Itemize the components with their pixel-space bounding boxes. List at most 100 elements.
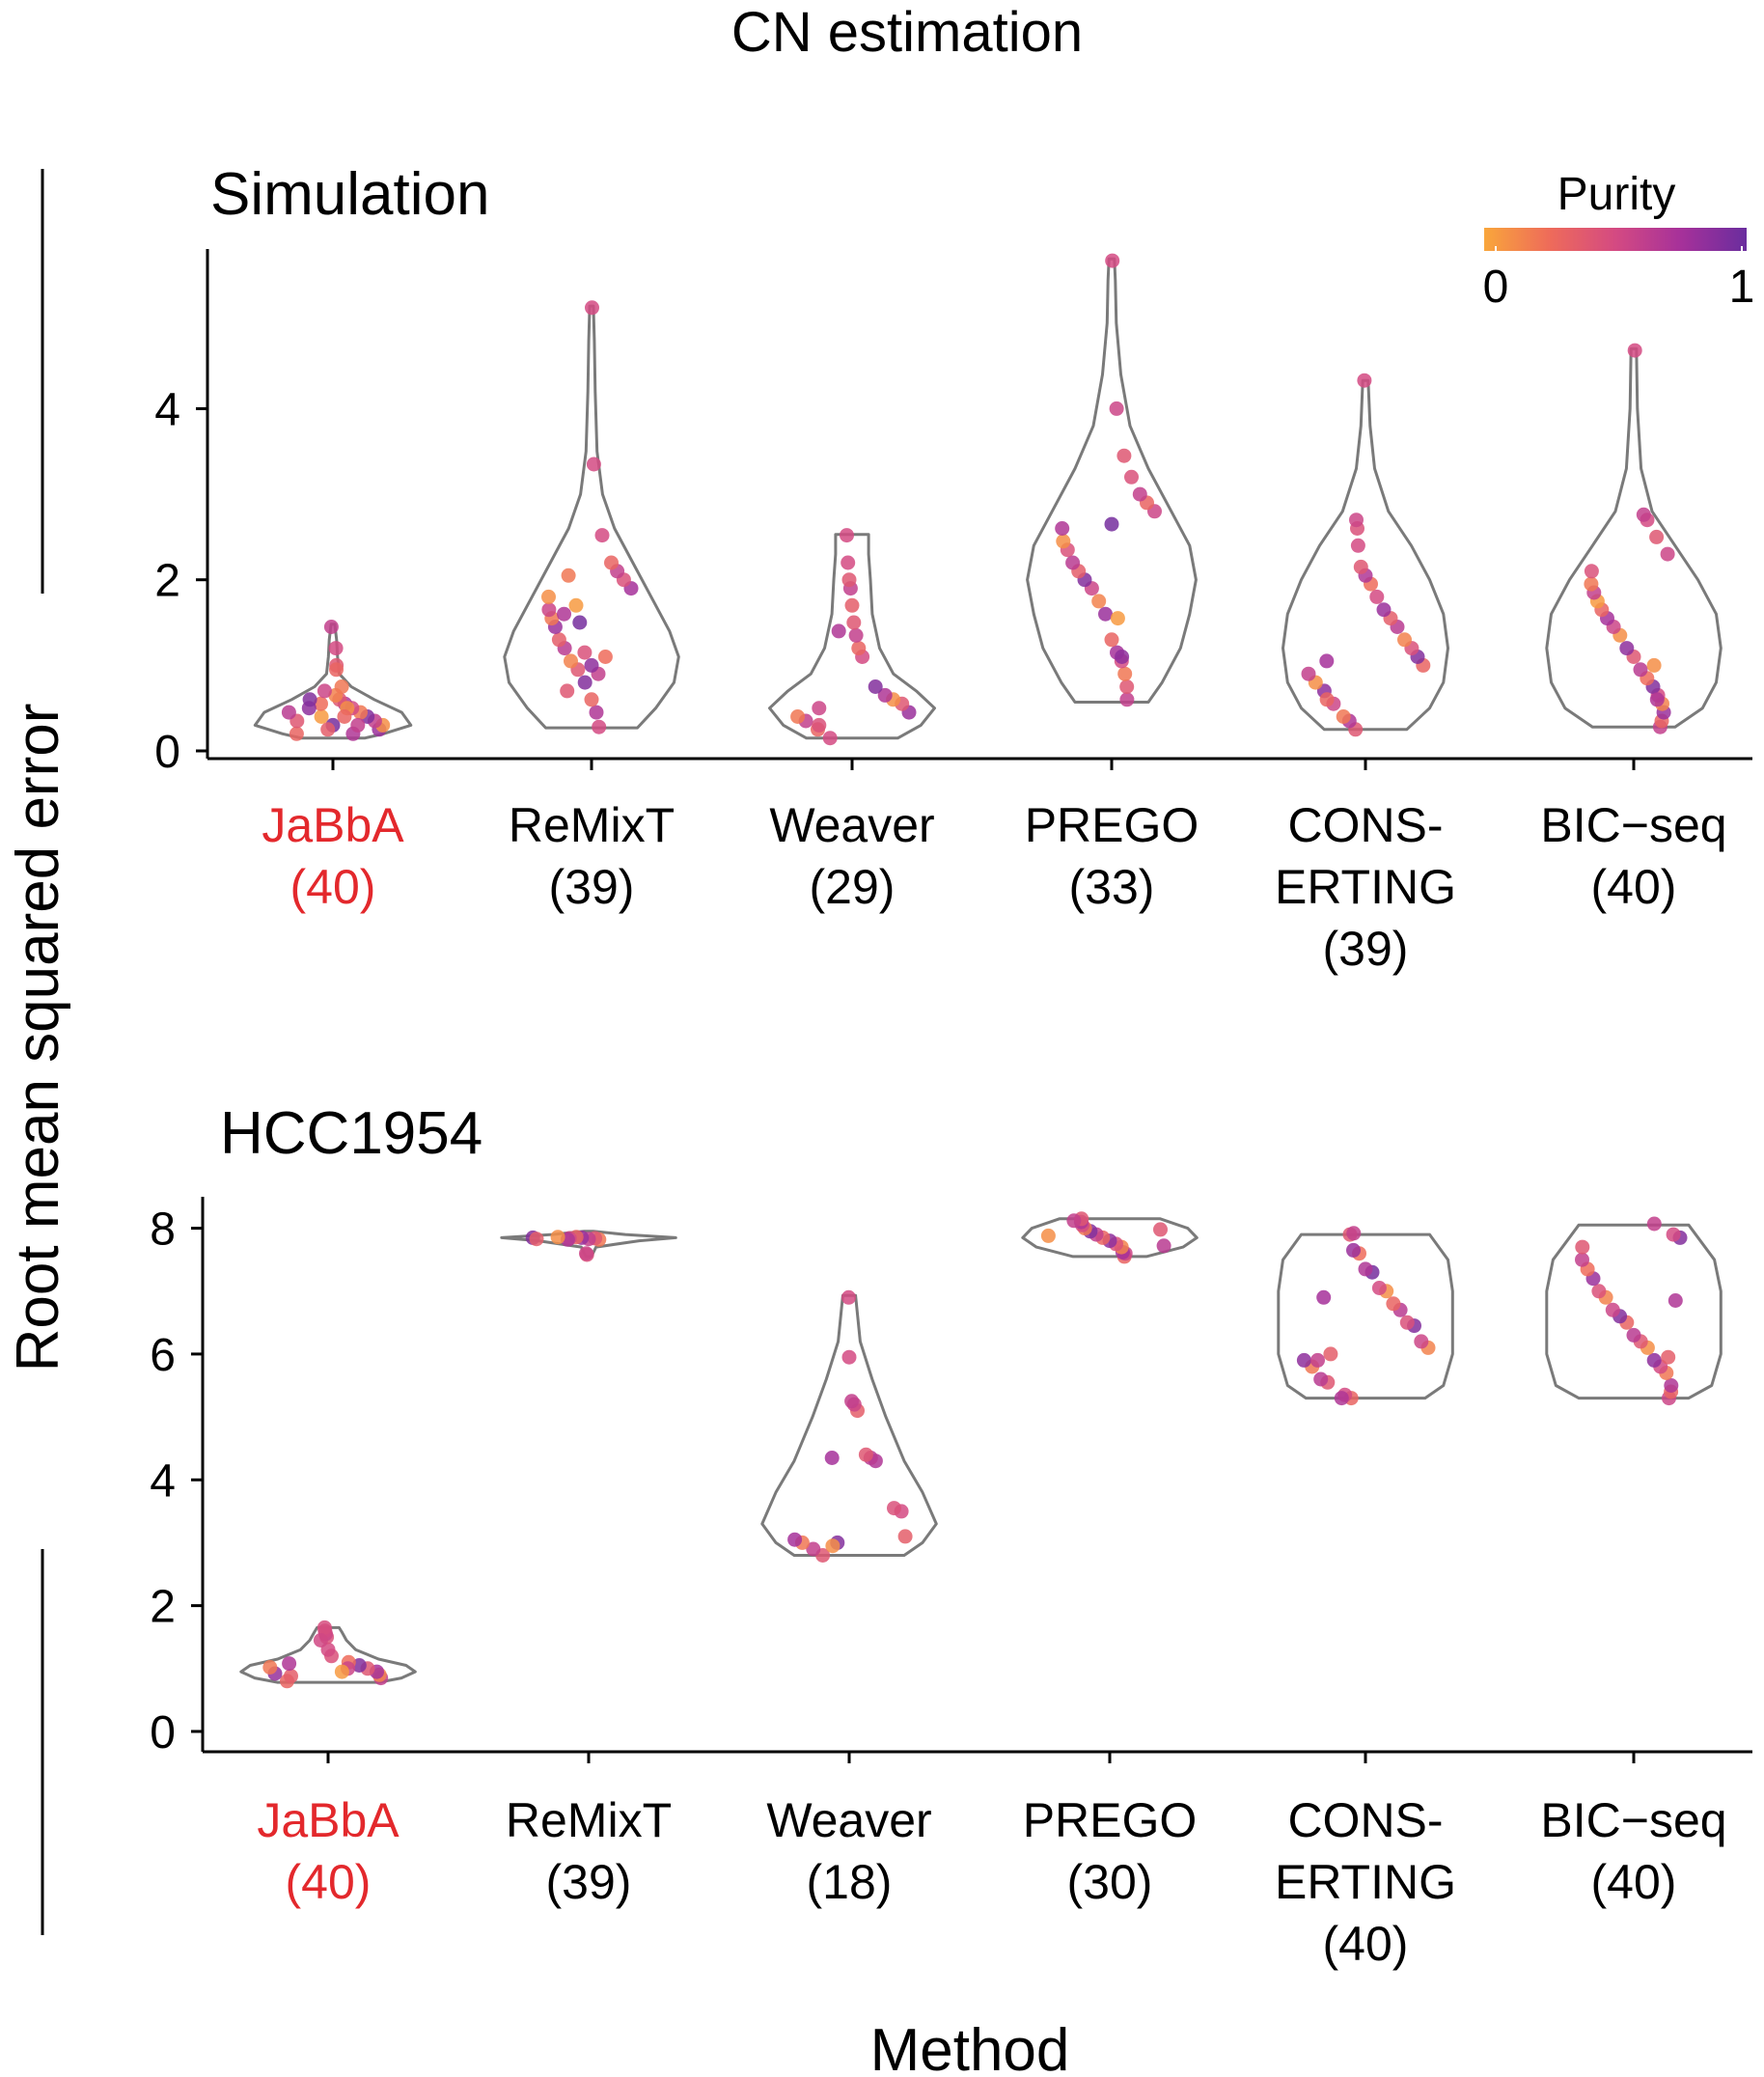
data-point [841, 1289, 856, 1305]
x-tick-label-prego: PREGO [1025, 798, 1199, 852]
data-point [551, 632, 566, 648]
data-point [1116, 448, 1132, 463]
data-point [1357, 373, 1372, 388]
data-point [284, 1669, 298, 1684]
data-point [851, 641, 867, 656]
data-point [314, 696, 328, 711]
data-point [1633, 662, 1648, 678]
data-point [1371, 1281, 1387, 1295]
x-tick-label-remixt: ReMixT [509, 798, 675, 852]
data-point [1334, 1391, 1349, 1406]
x-tick-label-remixt-n: (39) [549, 860, 635, 914]
data-point [1649, 692, 1665, 707]
data-point [568, 597, 584, 613]
data-point [1646, 657, 1662, 673]
data-point [1660, 546, 1675, 562]
data-point [1156, 1238, 1171, 1254]
y-tick-label: 0 [150, 1707, 176, 1759]
data-point [868, 679, 883, 694]
x-tick-label-cons-erting-n: (40) [1323, 1917, 1409, 1971]
data-point [1358, 1261, 1373, 1277]
data-point [1649, 529, 1665, 544]
data-point [1065, 555, 1081, 570]
data-point [1386, 1296, 1401, 1312]
data-point [329, 662, 344, 678]
x-tick-label-cons-erting-n: (39) [1323, 922, 1409, 976]
data-point [1346, 1226, 1362, 1241]
data-point [1626, 1327, 1641, 1343]
data-point [281, 705, 296, 720]
data-point [337, 709, 352, 724]
x-tick-label-bic-seq-n: (40) [1591, 860, 1677, 914]
data-point [822, 731, 838, 746]
data-point [1336, 709, 1351, 724]
data-point [1584, 576, 1599, 592]
x-tick-label-bic-seq: BIC−seq [1540, 1793, 1726, 1847]
data-point [1661, 1349, 1676, 1365]
data-point [577, 675, 593, 690]
data-point [1636, 507, 1651, 522]
data-point [262, 1660, 278, 1675]
data-point [1124, 469, 1139, 485]
x-tick-label-cons-erting: CONS- [1287, 798, 1443, 852]
data-point [550, 1230, 565, 1245]
data-point [1091, 594, 1107, 609]
data-point [1105, 253, 1120, 268]
figure-title: CN estimation [731, 1, 1083, 64]
data-point [1040, 1228, 1056, 1243]
data-point [825, 1538, 841, 1554]
purity-legend: Purity 0 1 [1483, 169, 1755, 313]
x-tick-label-weaver-n: (29) [810, 860, 896, 914]
data-point [334, 679, 349, 694]
x-tick-label-weaver: Weaver [766, 1793, 931, 1847]
data-point [1627, 343, 1642, 358]
data-point [1301, 666, 1316, 681]
data-point [577, 645, 593, 660]
data-point [831, 623, 846, 639]
legend-min-label: 0 [1483, 262, 1509, 313]
data-point [1575, 1239, 1590, 1255]
data-point [584, 692, 599, 707]
data-point [844, 597, 860, 613]
x-tick-label-weaver: Weaver [769, 798, 934, 852]
data-point [1353, 559, 1368, 574]
data-point [1310, 1352, 1325, 1368]
x-tick-label-remixt-n: (39) [546, 1855, 632, 1909]
data-point [323, 620, 339, 634]
data-point [1666, 1227, 1681, 1242]
data-point [350, 717, 366, 733]
data-point [1119, 679, 1135, 694]
legend-max-label: 1 [1729, 262, 1755, 313]
data-point [1313, 1371, 1329, 1387]
data-point [1109, 401, 1124, 416]
legend-title: Purity [1557, 169, 1676, 220]
x-tick-label-cons-erting: ERTING [1275, 860, 1456, 914]
data-point [812, 717, 827, 733]
y-tick-label: 0 [154, 727, 180, 778]
data-point [597, 650, 613, 664]
data-point [302, 692, 317, 707]
data-point [1575, 1252, 1589, 1267]
x-tick-label-prego-n: (33) [1069, 860, 1155, 914]
data-point [1619, 641, 1635, 656]
x-tick-label-jabba-n: (40) [286, 1855, 372, 1909]
data-point [1316, 1289, 1332, 1305]
x-tick-label-jabba-n: (40) [290, 860, 376, 914]
x-tick-label-jabba: JaBbA [262, 798, 404, 852]
x-tick-label-bic-seq-n: (40) [1591, 1855, 1677, 1909]
data-point [1646, 1216, 1662, 1232]
y-tick-label: 4 [154, 384, 180, 435]
violin-bic-seq [1545, 1223, 1723, 1400]
panel-hcc1954: HCC1954 0 2 4 6 8 JaBbA (40) ReMixT (39) Weaver (18… [150, 1100, 1752, 1971]
y-tick-label: 8 [150, 1205, 176, 1256]
data-point [1119, 692, 1135, 707]
data-point [328, 641, 344, 656]
panel-simulation: Simulation 0 2 4 JaBbA (40) ReMixT (39) Weaver (2… [154, 161, 1752, 976]
data-point [858, 1447, 873, 1462]
data-point [334, 1664, 349, 1679]
data-point [1584, 564, 1599, 579]
x-tick-label-jabba: JaBbA [257, 1793, 400, 1847]
x-axis-label: Method [870, 2017, 1070, 2077]
data-point [897, 1529, 913, 1544]
data-point [1117, 666, 1133, 681]
